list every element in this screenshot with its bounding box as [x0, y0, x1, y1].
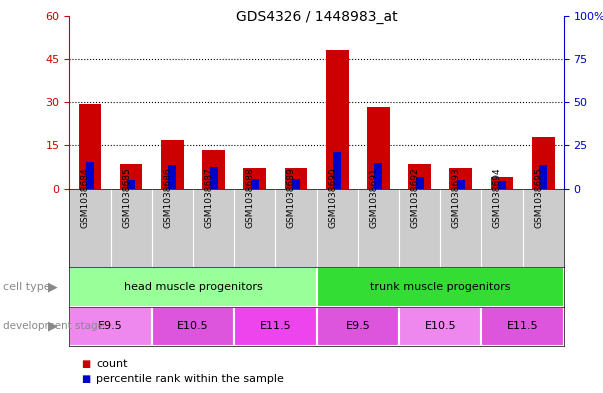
Text: ▶: ▶ [48, 320, 58, 333]
Bar [491, 177, 513, 189]
Text: GSM1038692: GSM1038692 [411, 168, 420, 228]
Text: trunk muscle progenitors: trunk muscle progenitors [370, 282, 511, 292]
Bar [326, 50, 349, 189]
Bar [399, 307, 481, 346]
Bar [210, 167, 218, 189]
Bar [234, 307, 317, 346]
Bar [408, 164, 431, 189]
Bar [78, 104, 101, 189]
Bar [457, 180, 465, 189]
Text: GSM1038687: GSM1038687 [204, 168, 213, 228]
Bar [317, 307, 399, 346]
Text: GSM1038688: GSM1038688 [246, 168, 254, 228]
Bar [449, 169, 472, 189]
Text: GSM1038686: GSM1038686 [163, 168, 172, 228]
Bar [292, 179, 300, 189]
Bar [86, 162, 94, 189]
Bar [333, 152, 341, 189]
Text: GSM1038684: GSM1038684 [81, 168, 90, 228]
Bar [120, 164, 142, 189]
Text: development stage: development stage [3, 321, 104, 331]
Bar [532, 137, 555, 189]
Text: E10.5: E10.5 [177, 321, 209, 331]
Text: E10.5: E10.5 [425, 321, 456, 331]
Text: GSM1038695: GSM1038695 [534, 168, 543, 228]
Text: GSM1038693: GSM1038693 [452, 168, 461, 228]
Text: E11.5: E11.5 [259, 321, 291, 331]
Bar [161, 140, 184, 189]
Bar [152, 307, 234, 346]
Bar [69, 307, 152, 346]
Text: E9.5: E9.5 [98, 321, 123, 331]
Text: GSM1038691: GSM1038691 [370, 168, 379, 228]
Bar [374, 163, 382, 189]
Text: E9.5: E9.5 [346, 321, 370, 331]
Text: ▶: ▶ [48, 280, 58, 294]
Text: E11.5: E11.5 [507, 321, 538, 331]
Bar [69, 267, 317, 307]
Bar [127, 180, 135, 189]
Text: head muscle progenitors: head muscle progenitors [124, 282, 262, 292]
Bar [244, 169, 266, 189]
Bar [367, 107, 390, 189]
Text: percentile rank within the sample: percentile rank within the sample [96, 374, 285, 384]
Bar [481, 307, 564, 346]
Bar [251, 179, 259, 189]
Bar [498, 181, 506, 189]
Bar [285, 169, 308, 189]
Bar [317, 267, 564, 307]
Text: count: count [96, 358, 128, 369]
Bar [202, 150, 225, 189]
Text: cell type: cell type [3, 282, 51, 292]
Text: ■: ■ [81, 374, 90, 384]
Bar [168, 165, 176, 189]
Text: ■: ■ [81, 358, 90, 369]
Text: GSM1038689: GSM1038689 [287, 168, 296, 228]
Text: GSM1038685: GSM1038685 [122, 168, 131, 228]
Bar [415, 176, 423, 189]
Bar [539, 165, 547, 189]
Text: GSM1038694: GSM1038694 [493, 168, 502, 228]
Text: GDS4326 / 1448983_at: GDS4326 / 1448983_at [236, 10, 397, 24]
Text: GSM1038690: GSM1038690 [328, 168, 337, 228]
